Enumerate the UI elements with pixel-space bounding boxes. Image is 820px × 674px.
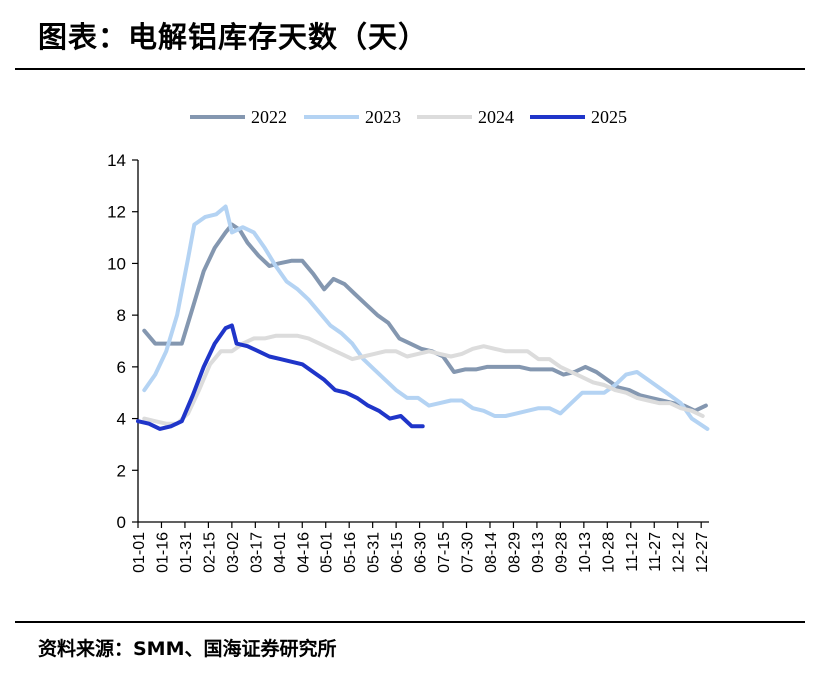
x-tick-label: 10-13 xyxy=(577,532,594,573)
axes: 0 2 4 6 8 10 12 14 01-01 01-16 01-31 02-15 03-02 03-1… xyxy=(107,151,711,573)
x-tick-label: 06-15 xyxy=(389,532,406,573)
top-divider xyxy=(15,68,805,70)
y-tick-label: 10 xyxy=(107,254,126,273)
legend-label-2023: 2023 xyxy=(365,107,401,127)
x-tick-label: 01-16 xyxy=(154,532,171,573)
series-line-2024 xyxy=(142,333,705,426)
source-note: 资料来源：SMM、国海证券研究所 xyxy=(38,638,337,660)
chart: 2022 2023 2024 2025 0 2 4 6 8 10 12 14 01-01 01-16 01… xyxy=(107,107,711,573)
x-tick-label: 01-31 xyxy=(178,532,195,573)
x-tick-label: 09-28 xyxy=(553,532,570,573)
legend-label-2025: 2025 xyxy=(591,107,627,127)
series-line-2023 xyxy=(142,204,710,431)
series-lines xyxy=(136,204,710,431)
y-tick-label: 0 xyxy=(117,513,126,532)
y-tick-label: 2 xyxy=(117,461,126,480)
x-tick-label: 06-30 xyxy=(413,532,430,573)
y-tick-label: 12 xyxy=(107,203,126,222)
y-tick-label: 4 xyxy=(117,410,126,429)
x-tick-label: 04-01 xyxy=(272,532,289,573)
x-tick-label: 05-31 xyxy=(366,532,383,573)
x-tick-label: 03-17 xyxy=(248,532,265,573)
y-tick-label: 14 xyxy=(107,151,126,170)
x-tick-label: 05-01 xyxy=(319,532,336,573)
x-tick-label: 11-27 xyxy=(647,532,664,572)
x-tick-label: 01-01 xyxy=(131,532,148,573)
x-tick-label: 05-16 xyxy=(342,532,359,573)
x-tick-label: 02-15 xyxy=(201,532,218,573)
x-tick-label: 04-16 xyxy=(295,532,312,573)
x-tick-label: 07-30 xyxy=(460,532,477,573)
chart-title: 图表：电解铝库存天数（天） xyxy=(38,20,429,54)
x-tick-label: 12-27 xyxy=(694,532,711,573)
series-line-2022 xyxy=(142,222,708,413)
bottom-divider xyxy=(15,621,805,623)
series-line-2025 xyxy=(136,323,425,431)
y-tick-label: 8 xyxy=(117,306,126,325)
x-tick-label: 08-29 xyxy=(506,532,523,573)
legend: 2022 2023 2024 2025 xyxy=(190,107,627,127)
y-tick-label: 6 xyxy=(117,358,126,377)
x-tick-label: 03-02 xyxy=(225,532,242,573)
x-tick-label: 12-12 xyxy=(671,532,688,573)
legend-label-2022: 2022 xyxy=(251,107,287,127)
legend-label-2024: 2024 xyxy=(478,107,514,127)
x-tick-label: 09-13 xyxy=(530,532,547,573)
x-tick-label: 10-28 xyxy=(600,532,617,573)
x-tick-label: 08-14 xyxy=(483,532,500,573)
x-tick-label: 07-15 xyxy=(436,532,453,573)
x-tick-label: 11-12 xyxy=(624,532,641,572)
